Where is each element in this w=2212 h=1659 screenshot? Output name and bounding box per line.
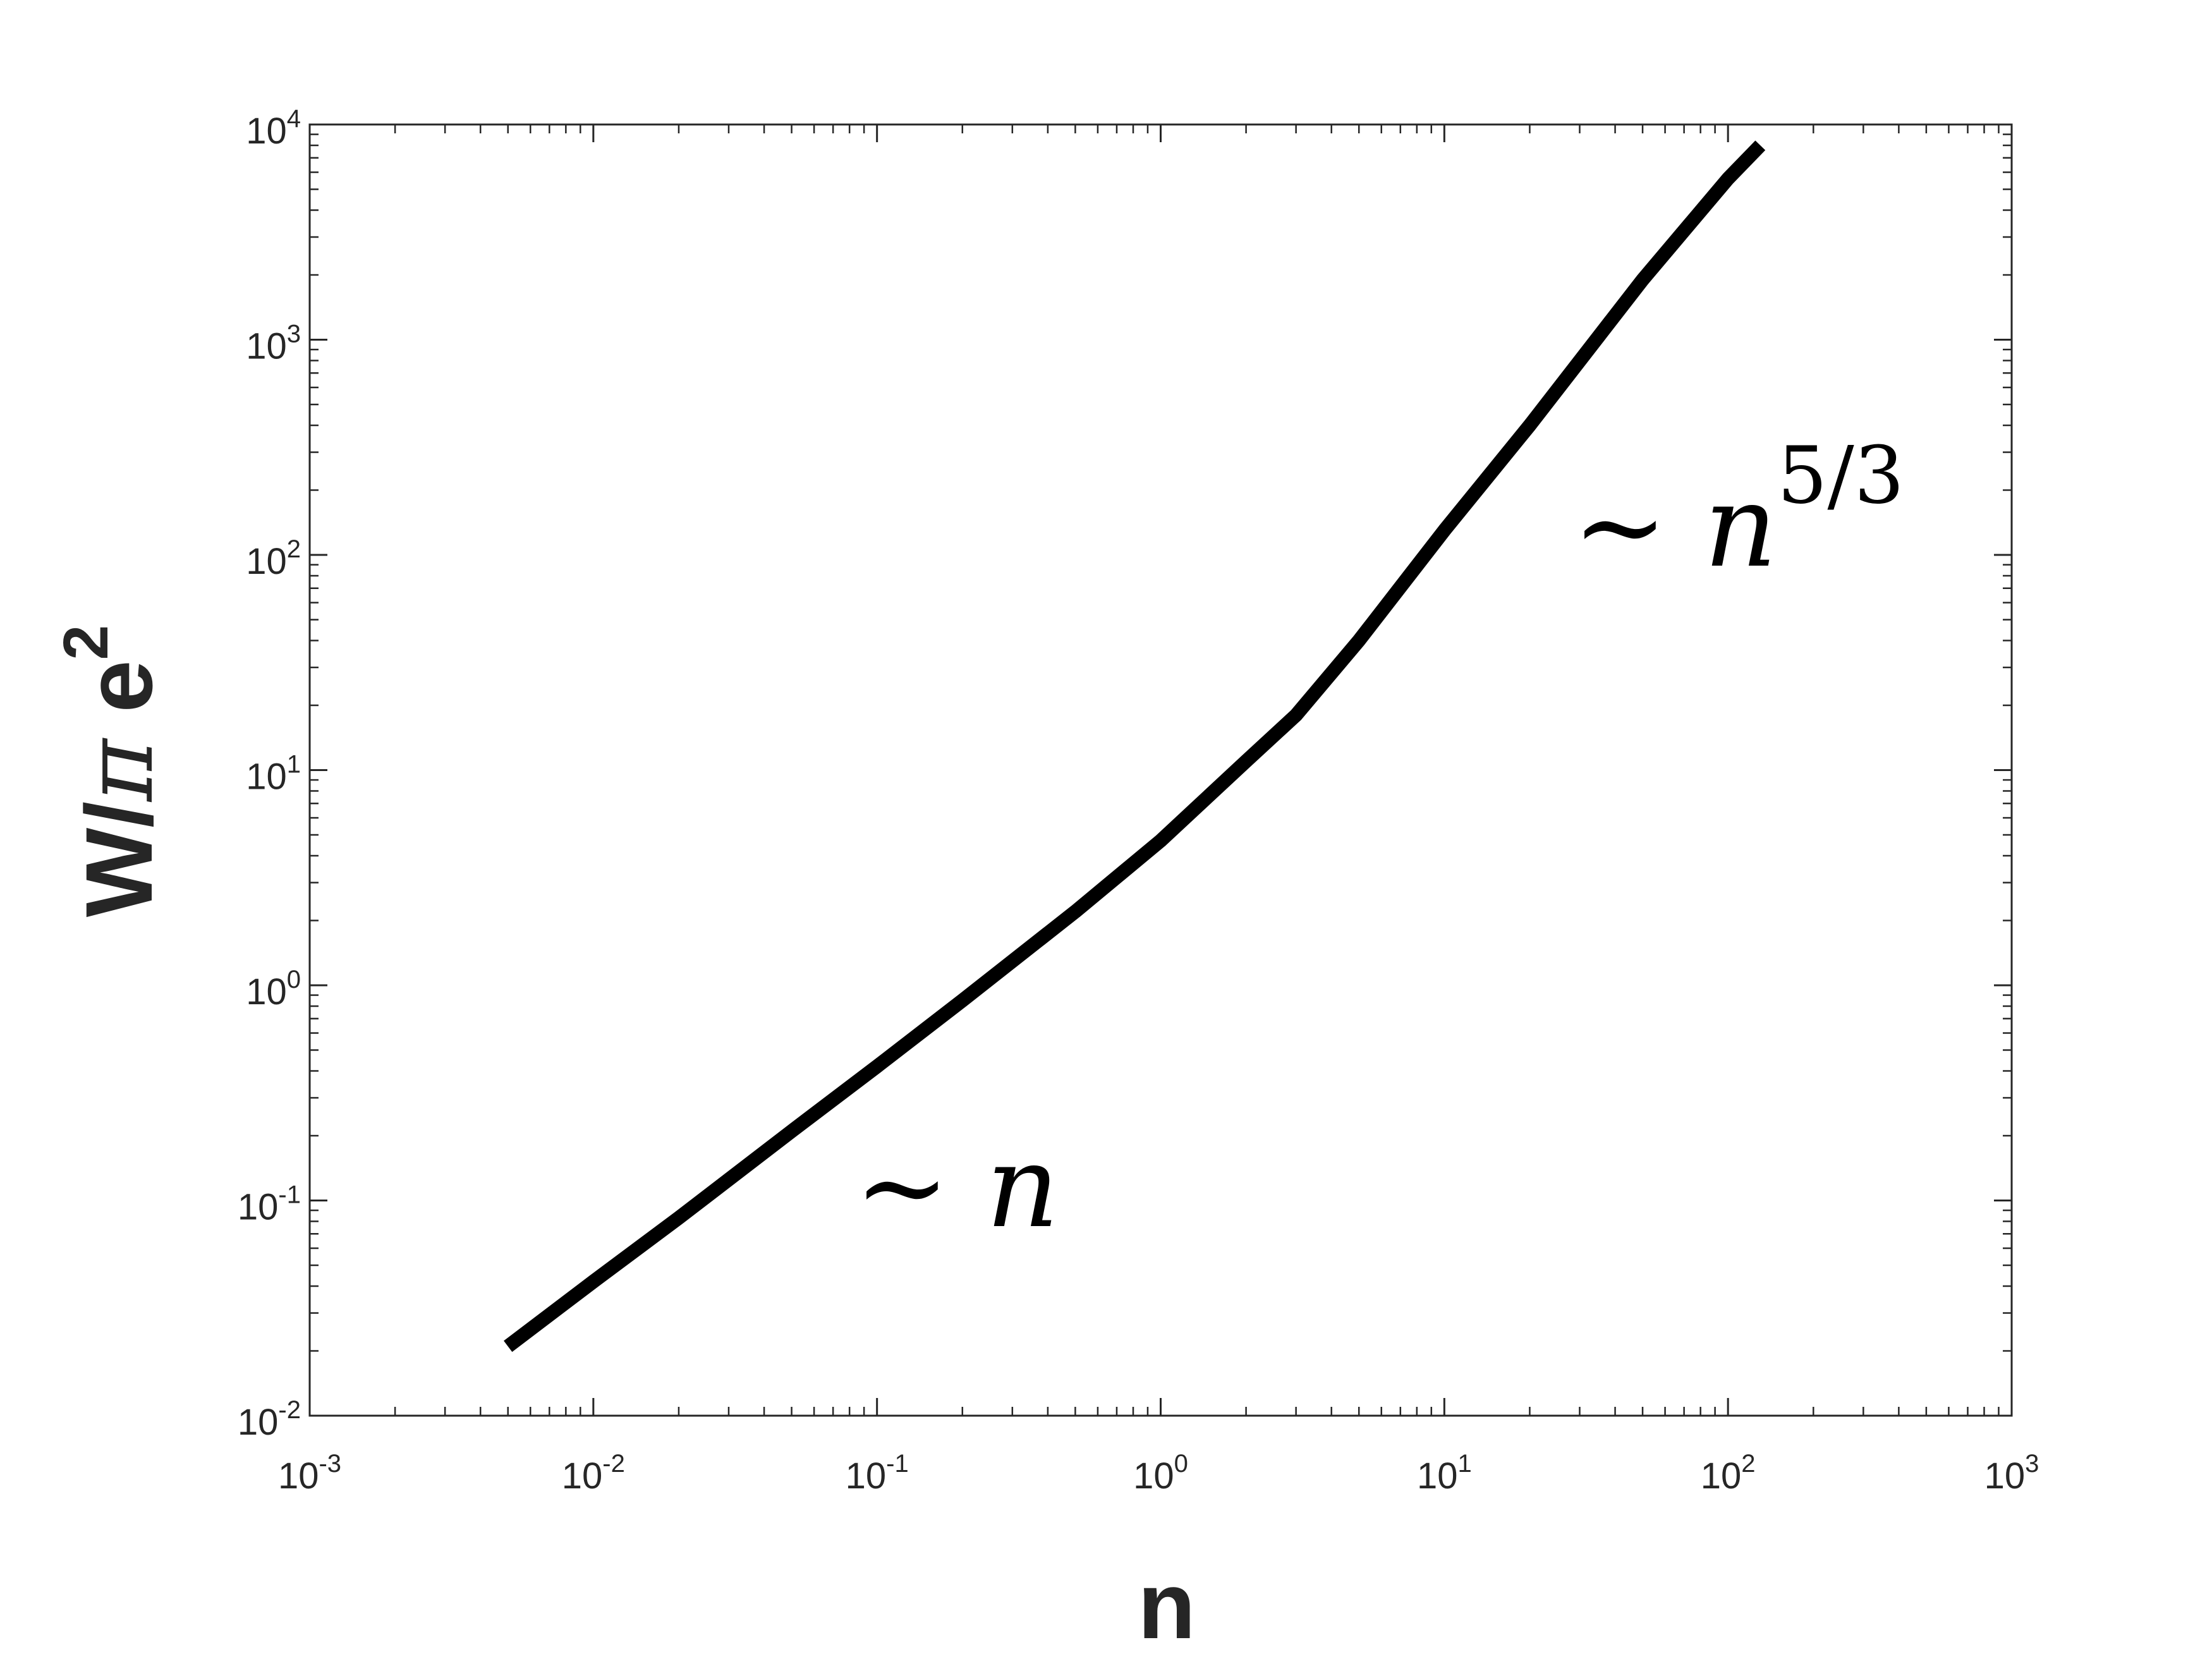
annotation-power-scaling: ∼ n5/3 — [1572, 430, 1904, 593]
tilde-symbol: ∼ — [854, 1121, 986, 1253]
x-tick-label: 101 — [1417, 1450, 1472, 1497]
annotation-variable: n — [986, 1121, 1059, 1253]
minor-ticks — [310, 125, 2012, 1416]
y-axis-title-main: W/ — [66, 801, 172, 917]
annotation-linear-scaling: ∼ n — [854, 1121, 1059, 1253]
y-tick-label: 101 — [246, 751, 301, 798]
tilde-symbol: ∼ — [1572, 461, 1704, 593]
x-tick-label: 102 — [1701, 1450, 1756, 1497]
x-tick-label: 100 — [1133, 1450, 1188, 1497]
x-tick-label: 103 — [1984, 1450, 2039, 1497]
y-tick-label: 100 — [246, 966, 301, 1012]
y-axis-title-pi: π — [64, 738, 174, 803]
y-axis-title: W/π e2 — [51, 625, 174, 918]
y-tick-label: 102 — [246, 535, 301, 582]
y-tick-labels: 10-2 10-1 100 101 102 103 104 — [238, 105, 301, 1443]
y-tick-label: 104 — [246, 105, 301, 152]
series-line — [504, 140, 1766, 1352]
y-axis-title-sup: 2 — [51, 625, 121, 660]
x-tick-label: 10-3 — [278, 1450, 341, 1497]
annotation-exponent: 5/3 — [1777, 430, 1904, 521]
y-tick-label: 10-1 — [238, 1181, 301, 1228]
annotation-variable: n — [1704, 461, 1777, 593]
x-tick-label: 10-2 — [562, 1450, 625, 1497]
x-axis-title: n — [1138, 1552, 1196, 1658]
series — [504, 140, 1766, 1352]
y-tick-label: 103 — [246, 320, 301, 367]
plot-frame — [308, 123, 2013, 1417]
x-tick-label: 10-1 — [846, 1450, 909, 1497]
y-axis-title-e: e — [66, 660, 172, 739]
x-tick-labels: 10-3 10-2 10-1 100 101 102 103 — [278, 1450, 2039, 1497]
y-tick-label: 10-2 — [238, 1396, 301, 1443]
